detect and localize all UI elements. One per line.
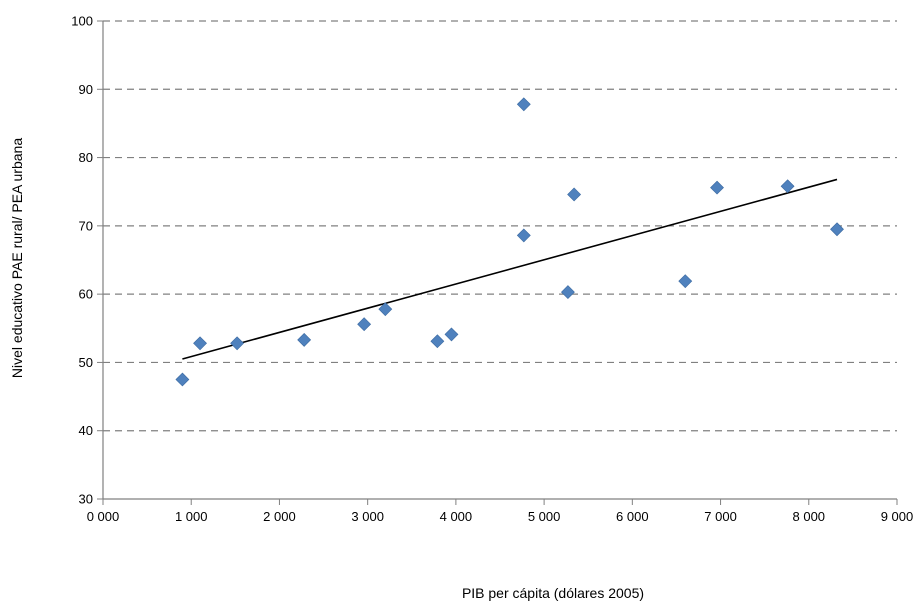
data-point	[567, 187, 582, 202]
x-tick-label: 5 000	[528, 509, 561, 524]
x-tick-label: 1 000	[175, 509, 208, 524]
y-tick-label: 40	[79, 423, 93, 438]
y-tick-label: 30	[79, 492, 93, 507]
data-points	[175, 97, 844, 387]
data-point	[561, 285, 575, 300]
x-tick-label: 9 000	[881, 509, 914, 524]
x-tick-label: 6 000	[616, 509, 649, 524]
data-point	[830, 222, 844, 237]
x-tick-label: 4 000	[440, 509, 473, 524]
y-tick-label: 80	[79, 150, 93, 165]
data-point	[430, 334, 445, 349]
y-tick-label: 100	[71, 14, 93, 29]
data-point	[378, 302, 393, 317]
data-point	[678, 274, 693, 289]
x-tick-label: 7 000	[704, 509, 737, 524]
x-tick-label: 2 000	[263, 509, 296, 524]
trendline-group	[182, 178, 838, 360]
trendline	[182, 178, 838, 360]
data-point	[193, 336, 207, 351]
axes	[97, 20, 898, 505]
data-point	[710, 180, 724, 195]
y-tick-label: 70	[79, 218, 93, 233]
y-tick-labels: 30 40 50 60 70 80 90 100	[71, 14, 93, 507]
x-tick-label: 3 000	[351, 509, 384, 524]
data-point	[175, 372, 190, 387]
y-tick-label: 60	[79, 287, 93, 302]
y-tick-label: 50	[79, 355, 93, 370]
data-point	[516, 228, 531, 243]
data-point	[297, 332, 312, 347]
data-point	[780, 179, 795, 194]
x-axis-title: PIB per cápita (dólares 2005)	[462, 585, 644, 601]
x-tick-labels: 0 000 1 000 2 000 3 000 4 000 5 000 6 000 7 000…	[87, 509, 914, 524]
data-point	[516, 97, 531, 112]
data-point	[230, 336, 245, 351]
y-axis-title: Nivel educativo PAE rural/ PEA urbana	[9, 138, 25, 378]
x-tick-label: 0 000	[87, 509, 120, 524]
y-tick-label: 90	[79, 82, 93, 97]
data-point	[357, 317, 372, 332]
grid-lines	[103, 20, 897, 432]
data-point	[444, 327, 459, 342]
x-tick-label: 8 000	[793, 509, 826, 524]
